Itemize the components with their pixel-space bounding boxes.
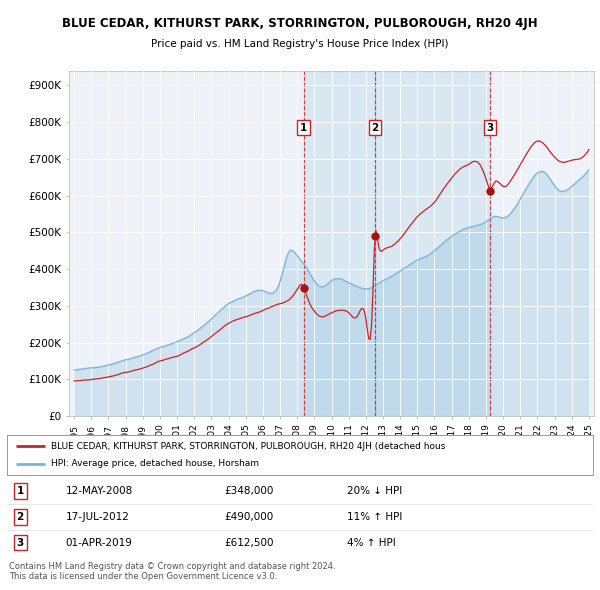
Text: Price paid vs. HM Land Registry's House Price Index (HPI): Price paid vs. HM Land Registry's House …: [151, 39, 449, 49]
Text: 01-APR-2019: 01-APR-2019: [66, 537, 133, 548]
Text: BLUE CEDAR, KITHURST PARK, STORRINGTON, PULBOROUGH, RH20 4JH (detached hous: BLUE CEDAR, KITHURST PARK, STORRINGTON, …: [51, 441, 445, 451]
Bar: [375, 71, 490, 416]
Text: 3: 3: [16, 537, 24, 548]
Text: This data is licensed under the Open Government Licence v3.0.: This data is licensed under the Open Gov…: [9, 572, 277, 581]
Text: 20% ↓ HPI: 20% ↓ HPI: [347, 486, 402, 496]
Text: £490,000: £490,000: [224, 512, 273, 522]
Text: 2: 2: [16, 512, 24, 522]
Text: 1: 1: [300, 123, 307, 133]
Text: 1: 1: [16, 486, 24, 496]
Text: HPI: Average price, detached house, Horsham: HPI: Average price, detached house, Hors…: [51, 459, 259, 468]
Text: 11% ↑ HPI: 11% ↑ HPI: [347, 512, 402, 522]
Text: 17-JUL-2012: 17-JUL-2012: [66, 512, 130, 522]
Text: £348,000: £348,000: [224, 486, 273, 496]
Text: BLUE CEDAR, KITHURST PARK, STORRINGTON, PULBOROUGH, RH20 4JH: BLUE CEDAR, KITHURST PARK, STORRINGTON, …: [62, 17, 538, 30]
Text: 2: 2: [371, 123, 379, 133]
Bar: [304, 71, 375, 416]
Text: 12-MAY-2008: 12-MAY-2008: [66, 486, 133, 496]
Text: Contains HM Land Registry data © Crown copyright and database right 2024.: Contains HM Land Registry data © Crown c…: [9, 562, 335, 571]
Text: 3: 3: [487, 123, 494, 133]
Text: £612,500: £612,500: [224, 537, 274, 548]
Text: 4% ↑ HPI: 4% ↑ HPI: [347, 537, 395, 548]
